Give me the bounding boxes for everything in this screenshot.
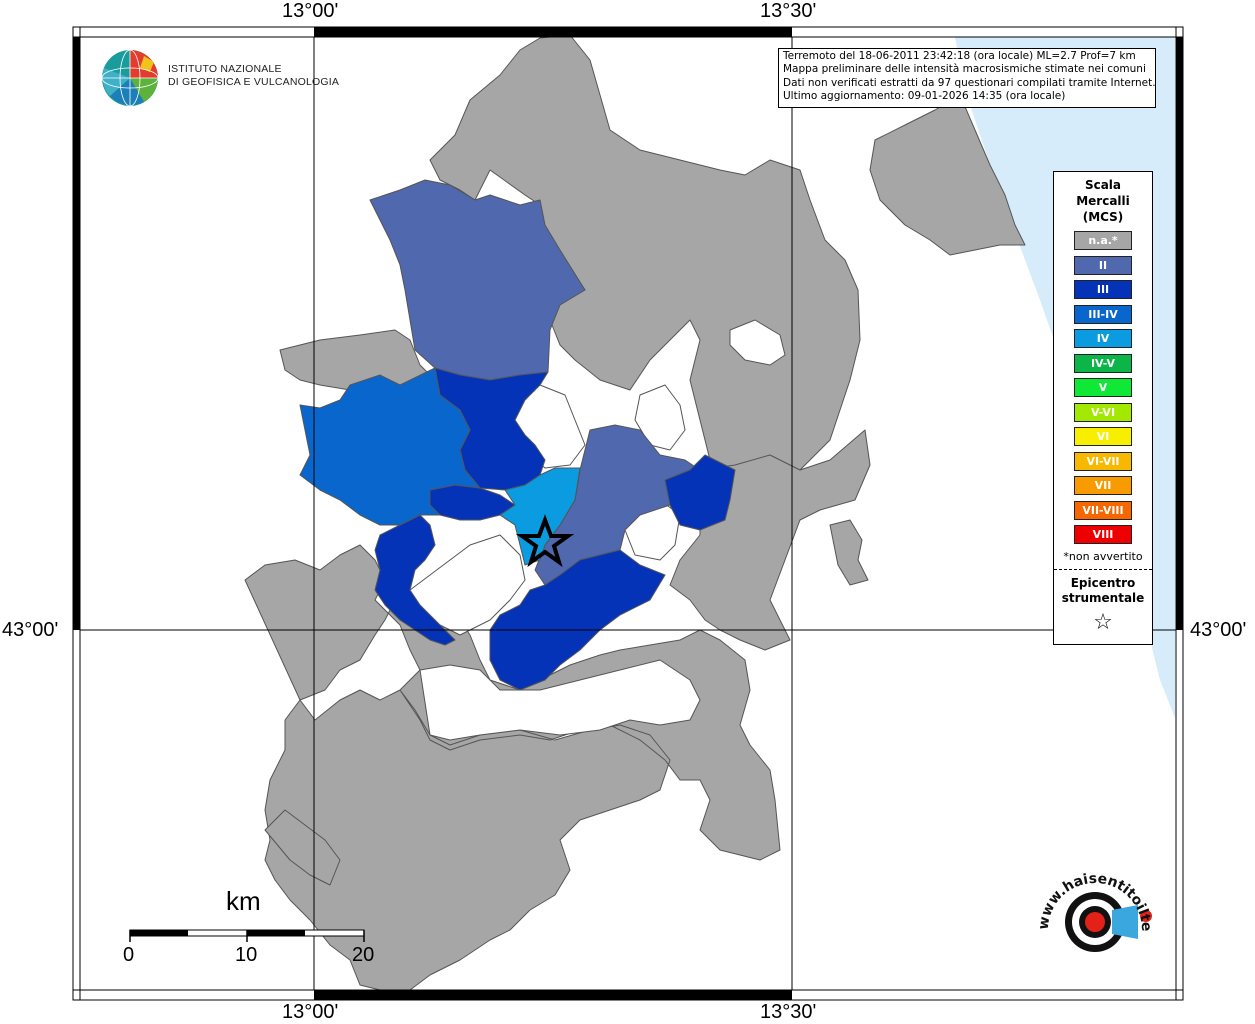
region-II xyxy=(369,179,586,381)
scale-unit: km xyxy=(226,886,261,916)
lat-label-right: 43°00' xyxy=(1190,619,1247,641)
legend-title-line1: Scala xyxy=(1084,178,1122,192)
region-III xyxy=(489,549,666,691)
legend-item: VIII xyxy=(1074,525,1132,544)
region-na xyxy=(829,519,869,586)
event-info-line3: Dati non verificati estratti da 97 quest… xyxy=(783,76,1156,89)
legend-item: VII xyxy=(1074,476,1132,495)
legend-note: *non avvertito xyxy=(1063,549,1143,563)
legend-title-line2: Mercalli xyxy=(1076,194,1130,208)
region-III xyxy=(664,454,736,531)
lon-label-top-right: 13°30' xyxy=(760,0,817,22)
legend-items: n.a.* II III III-IV IV IV-V V V-VI VI VI-VII VII VI… xyxy=(1054,231,1152,544)
region-na xyxy=(264,809,341,886)
ingv-name-line1: ISTITUTO NAZIONALE xyxy=(168,63,282,75)
scale-label-10: 10 xyxy=(235,944,258,966)
epicentre-star-icon xyxy=(515,514,575,568)
region-III-IV xyxy=(299,367,481,526)
region-IV xyxy=(499,467,581,566)
scale-label-20: 20 xyxy=(352,944,375,966)
event-info-line1: Terremoto del 18-06-2011 23:42:18 (ora l… xyxy=(783,50,1136,62)
lon-label-top-left: 13°00' xyxy=(282,0,339,22)
lat-label-left: 43°00' xyxy=(2,619,59,641)
legend-epicentre-line2: strumentale xyxy=(1061,590,1145,605)
legend-star-icon: ☆ xyxy=(1093,609,1113,635)
legend-item: IV xyxy=(1074,329,1132,348)
legend-item: V xyxy=(1074,378,1132,397)
legend-item: III-IV xyxy=(1074,304,1132,324)
event-info-box: Terremoto del 18-06-2011 23:42:18 (ora l… xyxy=(778,48,1156,108)
legend-epicentre-label: Epicentro strumentale xyxy=(1054,576,1152,606)
legend-item: III xyxy=(1074,280,1132,299)
region-nodata xyxy=(419,659,701,741)
ingv-name: ISTITUTO NAZIONALE DI GEOFISICA E VULCAN… xyxy=(168,63,339,89)
lon-label-bottom-right: 13°30' xyxy=(760,1001,817,1023)
legend-item: V-VI xyxy=(1074,402,1132,422)
scale-label-0: 0 xyxy=(123,944,135,966)
legend-title: Scala Mercalli (MCS) xyxy=(1054,177,1152,225)
legend-item: IV-V xyxy=(1074,353,1132,373)
lon-label-bottom-left: 13°00' xyxy=(282,1001,339,1023)
haisentito-logo: www.haisentitoilterremoto.it xyxy=(1030,860,1154,952)
scale-bar xyxy=(129,929,365,942)
ingv-logo xyxy=(101,49,159,107)
legend-item: VII-VIII xyxy=(1074,500,1132,520)
event-info-line2: Mappa preliminare delle intensità macros… xyxy=(783,63,1146,76)
map-frame xyxy=(72,26,1184,1001)
ingv-name-line2: DI GEOFISICA E VULCANOLOGIA xyxy=(168,76,340,88)
intensity-legend: Scala Mercalli (MCS) n.a.* II III III-IV IV I… xyxy=(1053,171,1153,645)
legend-item: VI-VII xyxy=(1074,451,1132,471)
event-info-line4: Ultimo aggiornamento: 09-01-2026 14:35 (… xyxy=(783,89,1066,102)
legend-title-line3: (MCS) xyxy=(1082,210,1124,224)
region-nodata xyxy=(729,319,786,366)
region-nodata xyxy=(634,384,686,451)
legend-item: II xyxy=(1074,255,1132,275)
legend-separator xyxy=(1054,568,1152,570)
region-III xyxy=(374,514,456,646)
grid-lines xyxy=(80,37,1176,990)
legend-epicentre-line1: Epicentro xyxy=(1070,575,1136,590)
legend-item: n.a.* xyxy=(1074,231,1132,250)
legend-item: VI xyxy=(1074,427,1132,446)
